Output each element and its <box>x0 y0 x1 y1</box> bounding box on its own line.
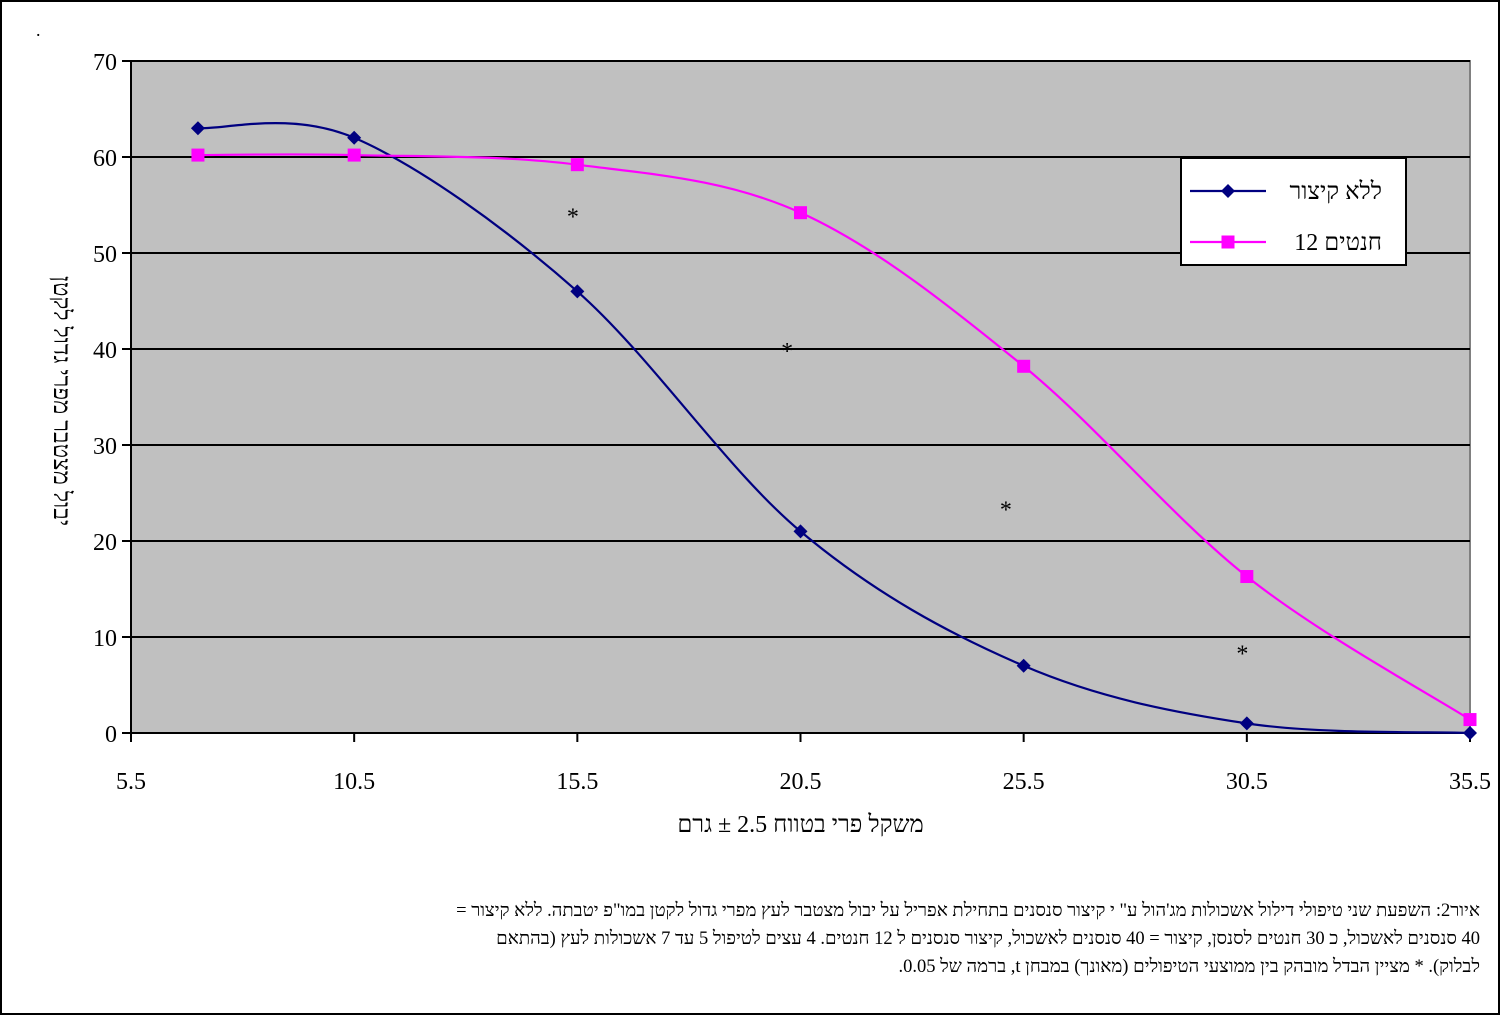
caption-line-3: לבלוק). * מציין הבדל מובהק בין ממוצעי הט… <box>898 957 1481 977</box>
significance-marker: * <box>1236 641 1248 667</box>
data-point-diamond <box>793 524 808 539</box>
data-point-diamond <box>570 284 585 299</box>
figure-caption: איור2: השפעת שני טיפולי דילול אשכולות מג… <box>60 897 1480 981</box>
caption-line-1: איור2: השפעת שני טיפולי דילול אשכולות מג… <box>456 901 1480 921</box>
significance-marker: * <box>567 205 579 231</box>
significance-marker: * <box>1000 497 1012 523</box>
data-point-diamond <box>1463 726 1477 740</box>
data-point-square <box>794 206 807 220</box>
legend-box <box>1180 157 1407 266</box>
y-tick-label: 50 <box>93 242 117 268</box>
legend-label-12-fruitlets: 12 חנטים <box>1294 230 1382 256</box>
x-tick-label: 35.5 <box>1449 769 1491 795</box>
annotations: * * * * <box>567 205 1249 668</box>
x-tick-label: 10.5 <box>333 769 375 795</box>
data-point-square <box>1240 570 1254 584</box>
series-layer <box>190 121 1477 740</box>
y-tick-label: 20 <box>93 530 117 556</box>
x-tick-label: 15.5 <box>556 769 598 795</box>
data-point-diamond <box>190 121 205 136</box>
data-point-square <box>347 148 361 162</box>
x-tick-label: 30.5 <box>1226 769 1268 795</box>
legend-marker-12-fruitlets <box>1221 235 1235 249</box>
data-point-square <box>1463 713 1477 727</box>
legend-marker-no-shortening <box>1221 184 1235 198</box>
data-point-square <box>570 158 584 172</box>
y-tick-label: 0 <box>105 722 117 748</box>
caption-line-2: 40 סנסנים לאשכול, כ 30 חנטים לסנסן, קיצו… <box>496 929 1480 949</box>
x-tick-label: 20.5 <box>780 769 822 795</box>
x-tick-label: 5.5 <box>116 769 146 795</box>
y-tick-label: 30 <box>93 434 117 460</box>
data-point-square <box>191 148 205 162</box>
y-axis-title: יבול מצטבר מפרי גדול לקטן <box>48 276 74 526</box>
line-chart: 0 10 20 30 40 50 60 70 5.5 10.5 15.5 20.5 25.5 30.5 35… <box>48 50 1491 838</box>
data-point-diamond <box>1016 658 1031 673</box>
x-axis-title: משקל פרי בטווח 2.5 ± גרם <box>677 812 923 838</box>
legend: ללא קיצור 12 חנטים <box>1180 157 1407 266</box>
data-point-diamond <box>1239 716 1254 731</box>
y-tick-label: 70 <box>93 50 117 76</box>
data-point-diamond <box>347 130 362 145</box>
axes: 0 10 20 30 40 50 60 70 5.5 10.5 15.5 20.5 25.5 30.5 35… <box>93 50 1491 795</box>
y-tick-label: 60 <box>93 146 117 172</box>
significance-marker: * <box>781 339 793 365</box>
corner-mark: . <box>36 20 41 40</box>
x-tick-label: 25.5 <box>1003 769 1045 795</box>
data-point-square <box>1017 359 1031 373</box>
legend-label-no-shortening: ללא קיצור <box>1290 179 1383 205</box>
y-tick-label: 10 <box>93 626 117 652</box>
y-tick-label: 40 <box>93 338 117 364</box>
